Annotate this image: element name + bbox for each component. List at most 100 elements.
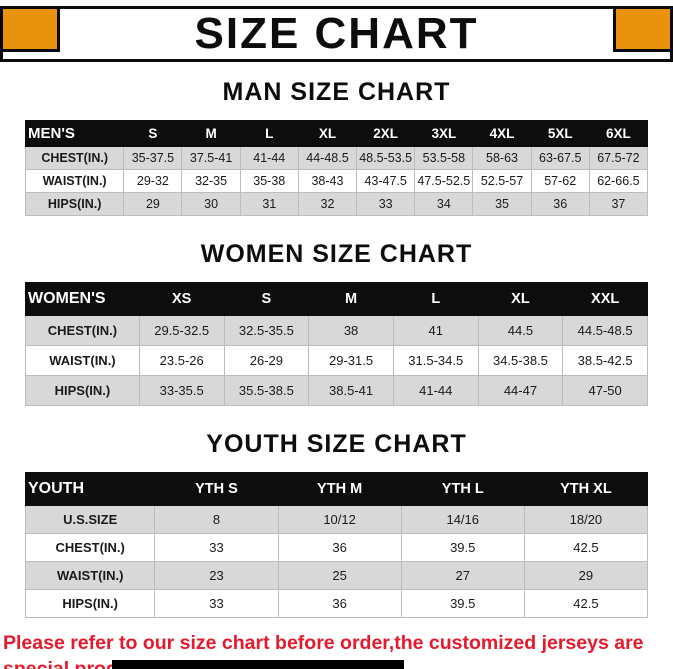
size-column-header: S: [123, 120, 183, 147]
section-women: WOMEN SIZE CHART WOMEN'S XS S M L XL XXL CHEST…: [0, 240, 673, 406]
size-value: 57-62: [530, 169, 590, 193]
size-value: 34: [414, 192, 474, 216]
men-section-heading: MAN SIZE CHART: [222, 78, 451, 106]
row-label: WAIST(IN.): [24, 169, 125, 193]
size-value: 44.5: [477, 315, 564, 346]
size-value: 26-29: [223, 345, 310, 376]
table-row: WAIST(IN.) 23.5-26 26-29 29-31.5 31.5-34.5 34…: [25, 345, 648, 376]
corner-accent-right: [613, 6, 673, 52]
table-row: CHEST(IN.) 33 36 39.5 42.5: [24, 533, 649, 562]
row-label: WAIST(IN.): [25, 345, 140, 376]
size-column-header: YTH L: [400, 472, 525, 506]
size-value: 42.5: [523, 533, 649, 562]
row-label: U.S.SIZE: [24, 505, 156, 534]
size-value: 43-47.5: [356, 169, 416, 193]
size-value: 32.5-35.5: [223, 315, 310, 346]
cropped-bottom-banner: [112, 660, 404, 669]
size-column-header: 4XL: [472, 120, 532, 147]
size-value: 39.5: [400, 589, 525, 618]
row-label: CHEST(IN.): [24, 533, 156, 562]
size-value: 41-44: [392, 375, 479, 406]
row-label: CHEST(IN.): [24, 146, 125, 170]
size-value: 32-35: [181, 169, 241, 193]
row-label: HIPS(IN.): [24, 192, 125, 216]
size-value: 32: [297, 192, 358, 216]
youth-table-body: U.S.SIZE 8 10/12 14/16 18/20 CHEST(IN.) 33 36 39…: [24, 505, 649, 618]
corner-accent-left: [0, 6, 60, 52]
women-size-table: WOMEN'S XS S M L XL XXL CHEST(IN.) 29.5-32.5 32.…: [25, 282, 648, 406]
women-section-heading: WOMEN SIZE CHART: [200, 240, 473, 268]
title-banner: SIZE CHART: [0, 6, 673, 62]
size-value: 53.5-58: [414, 146, 474, 170]
table-row: CHEST(IN.) 35-37.5 37.5-41 41-44 44-48.5 48.5…: [24, 146, 649, 170]
row-label: HIPS(IN.): [24, 589, 156, 618]
size-value: 47-50: [562, 375, 648, 406]
size-column-header: XXL: [562, 282, 648, 316]
size-column-header: 6XL: [588, 120, 649, 147]
size-value: 14/16: [400, 505, 525, 534]
table-row: HIPS(IN.) 33-35.5 35.5-38.5 38.5-41 41-44 44-…: [25, 375, 648, 406]
size-column-header: XS: [138, 282, 225, 316]
size-column-header: YTH S: [154, 472, 279, 506]
size-value: 41-44: [239, 146, 299, 170]
size-column-header: M: [308, 282, 394, 316]
men-size-table: MEN'S S M L XL 2XL 3XL 4XL 5XL 6XL CHEST(IN.) 35-3…: [24, 120, 649, 216]
section-youth: YOUTH SIZE CHART YOUTH YTH S YTH M YTH L YTH…: [0, 430, 673, 618]
footer-note-line1: Please refer to our size chart before or…: [3, 632, 644, 669]
size-value: 44-48.5: [297, 146, 358, 170]
section-men: MAN SIZE CHART MEN'S S M L XL 2XL 3XL 4XL 5XL 6XL…: [0, 78, 673, 216]
size-column-header: YTH M: [277, 472, 402, 506]
size-value: 38-43: [297, 169, 358, 193]
size-value: 47.5-52.5: [414, 169, 474, 193]
size-value: 67.5-72: [588, 146, 649, 170]
size-value: 36: [530, 192, 590, 216]
size-column-header: 2XL: [356, 120, 416, 147]
size-value: 62-66.5: [588, 169, 649, 193]
size-value: 33-35.5: [138, 375, 225, 406]
size-value: 38.5-41: [308, 375, 394, 406]
table-corner-header: WOMEN'S: [25, 282, 140, 316]
size-value: 63-67.5: [530, 146, 590, 170]
table-row: CHEST(IN.) 29.5-32.5 32.5-35.5 38 41 44.5 44.5…: [25, 315, 648, 346]
size-column-header: S: [223, 282, 310, 316]
size-column-header: XL: [297, 120, 358, 147]
size-value: 35.5-38.5: [223, 375, 310, 406]
size-column-header: L: [239, 120, 299, 147]
size-value: 33: [154, 589, 279, 618]
women-table-body: CHEST(IN.) 29.5-32.5 32.5-35.5 38 41 44.5 44.5…: [25, 315, 648, 406]
table-corner-header: MEN'S: [24, 120, 125, 147]
size-value: 42.5: [523, 589, 649, 618]
size-value: 31: [239, 192, 299, 216]
men-table-header: MEN'S S M L XL 2XL 3XL 4XL 5XL 6XL: [24, 120, 649, 147]
size-value: 37: [588, 192, 649, 216]
size-value: 29.5-32.5: [138, 315, 225, 346]
size-value: 10/12: [277, 505, 402, 534]
size-value: 35: [472, 192, 532, 216]
size-value: 8: [154, 505, 279, 534]
size-value: 38: [308, 315, 394, 346]
size-value: 23: [154, 561, 279, 590]
size-value: 23.5-26: [138, 345, 225, 376]
size-value: 52.5-57: [472, 169, 532, 193]
size-value: 44.5-48.5: [562, 315, 648, 346]
footer-note: Please refer to our size chart before or…: [3, 631, 671, 669]
table-header-row: MEN'S S M L XL 2XL 3XL 4XL 5XL 6XL: [24, 120, 649, 147]
size-value: 44-47: [477, 375, 564, 406]
women-table-header: WOMEN'S XS S M L XL XXL: [25, 282, 648, 316]
size-value: 41: [392, 315, 479, 346]
table-header-row: YOUTH YTH S YTH M YTH L YTH XL: [24, 472, 649, 506]
size-value: 58-63: [472, 146, 532, 170]
size-value: 29: [123, 192, 183, 216]
size-value: 31.5-34.5: [392, 345, 479, 376]
size-value: 18/20: [523, 505, 649, 534]
size-value: 30: [181, 192, 241, 216]
size-value: 33: [154, 533, 279, 562]
row-label: CHEST(IN.): [25, 315, 140, 346]
table-row: WAIST(IN.) 29-32 32-35 35-38 38-43 43-47.5 47.…: [24, 169, 649, 193]
size-value: 48.5-53.5: [356, 146, 416, 170]
size-value: 37.5-41: [181, 146, 241, 170]
size-value: 29-31.5: [308, 345, 394, 376]
row-label: HIPS(IN.): [25, 375, 140, 406]
youth-table-header: YOUTH YTH S YTH M YTH L YTH XL: [24, 472, 649, 506]
